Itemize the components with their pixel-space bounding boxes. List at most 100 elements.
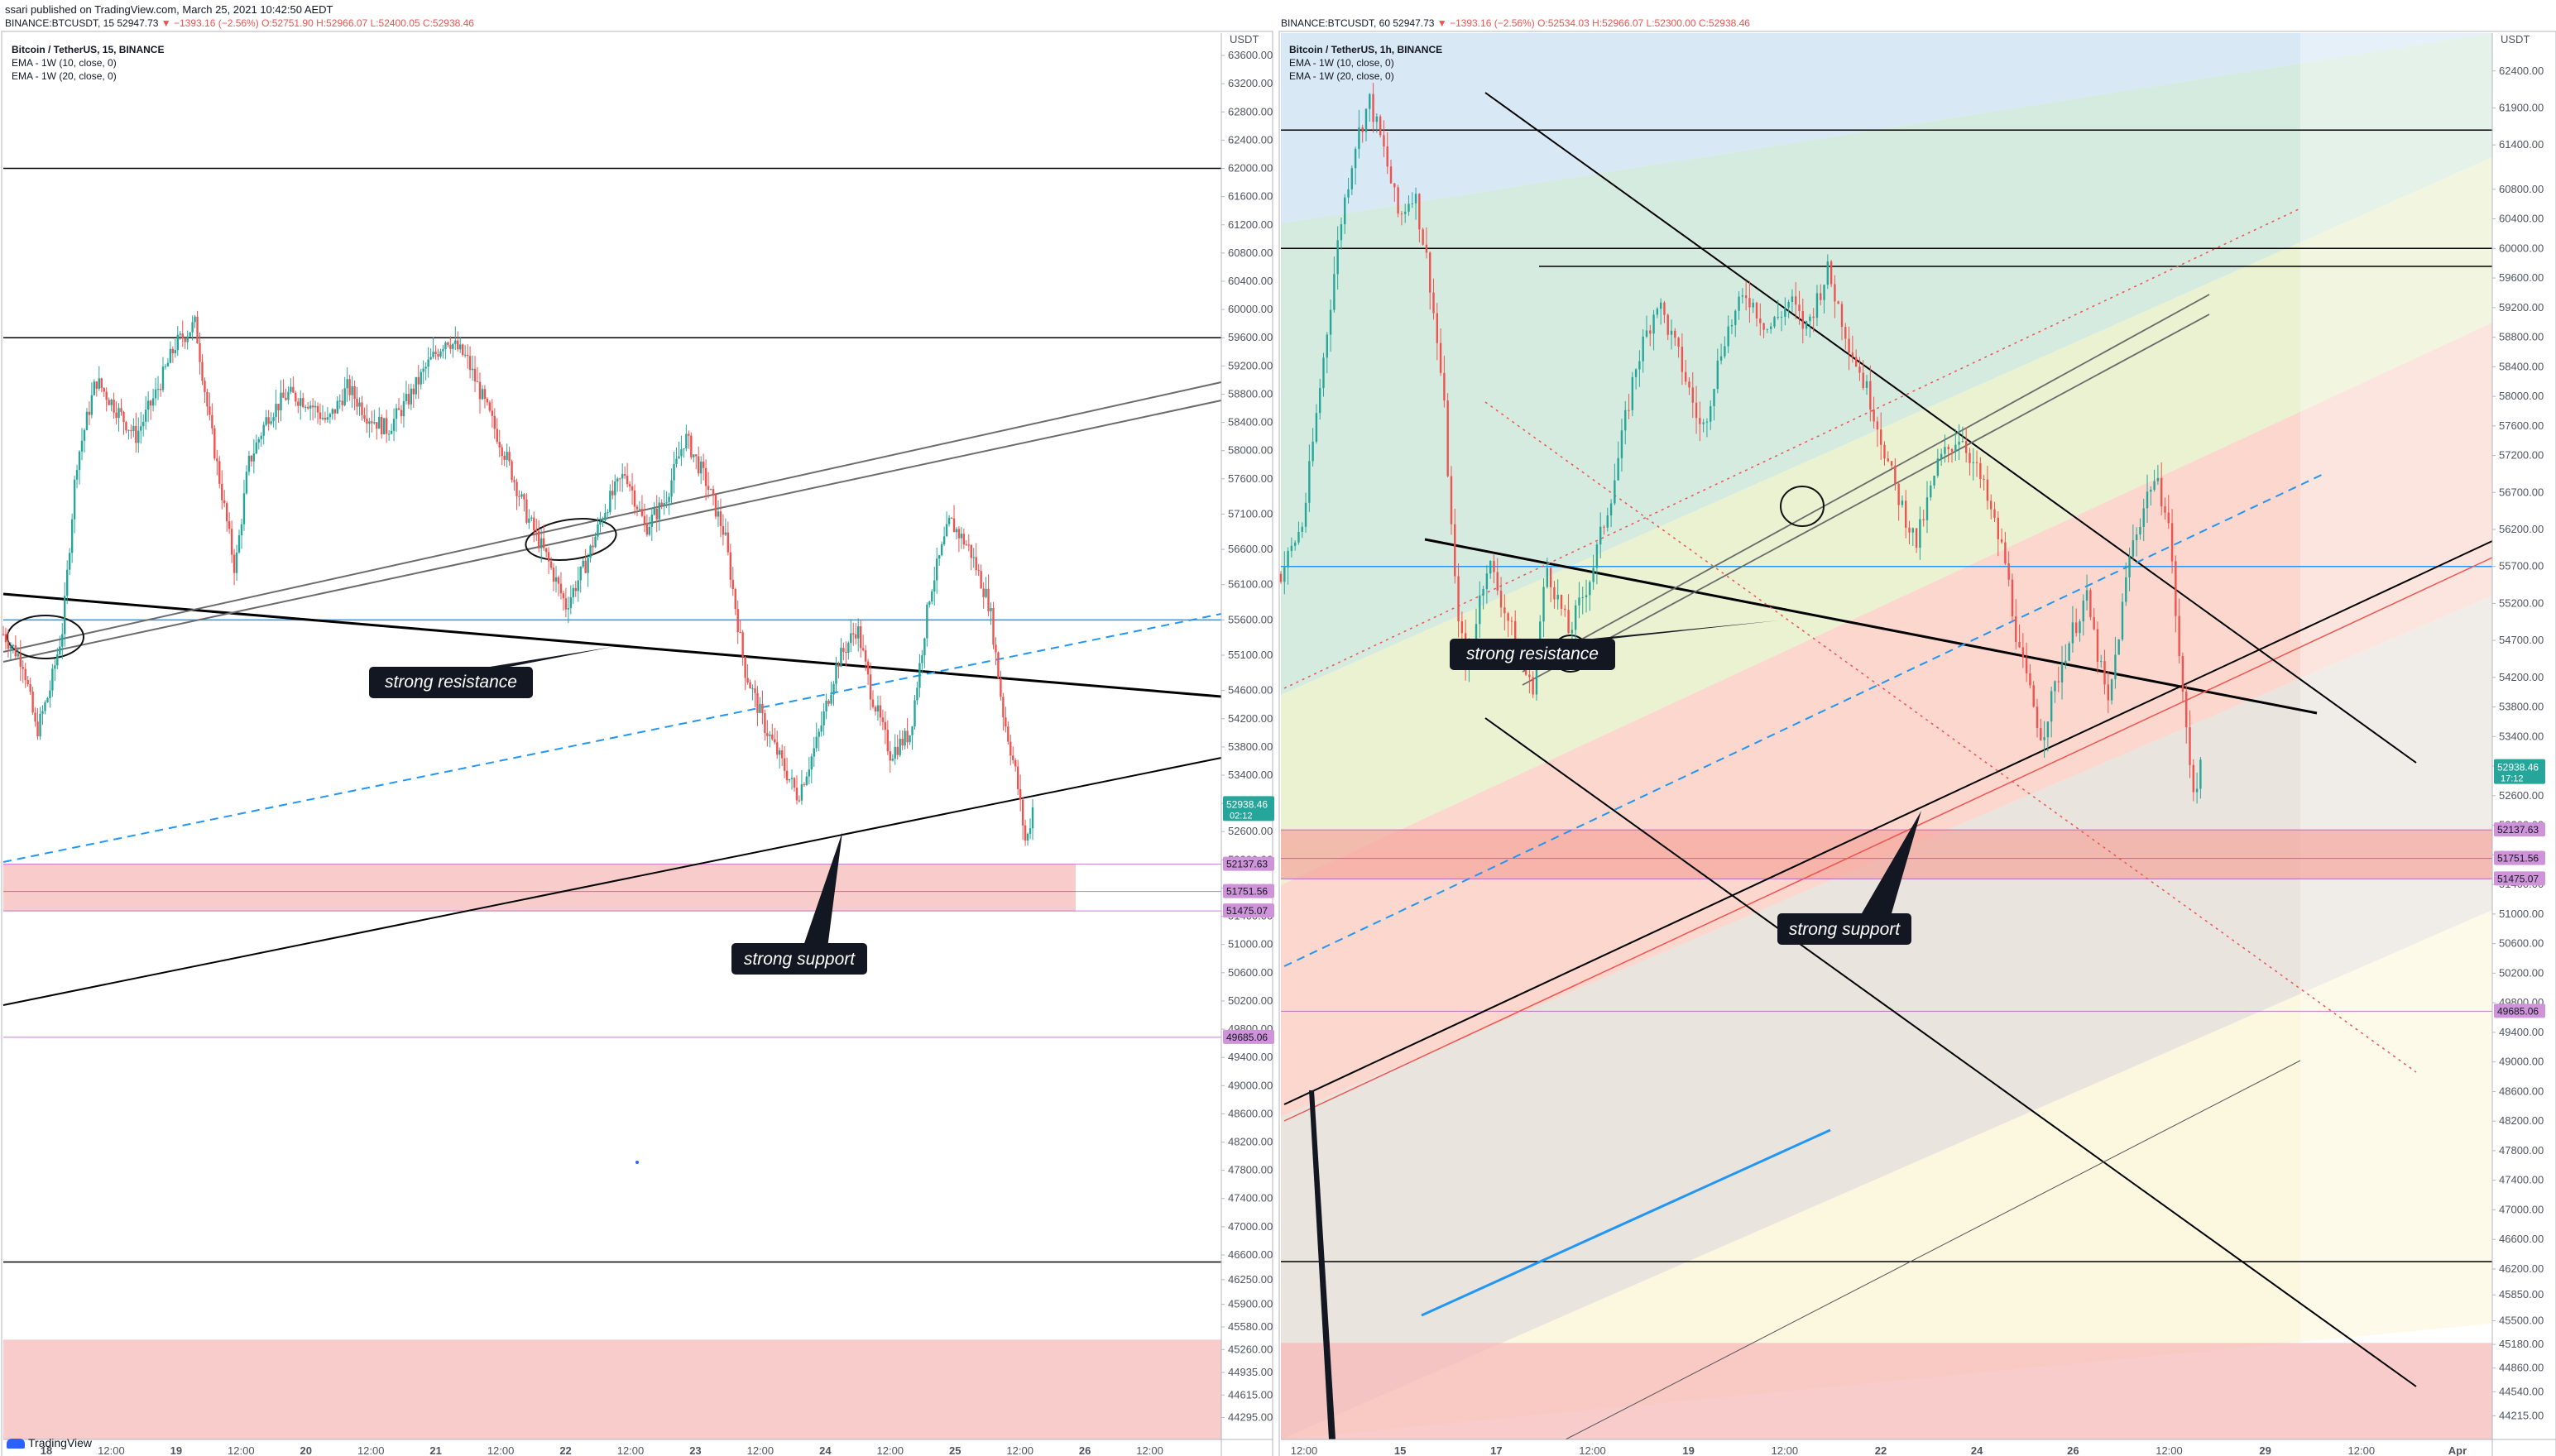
x-tick-label: 26: [1079, 1444, 1091, 1456]
right-chart-axes[interactable]: 62400.00 61900.00 61400.00 60800.00 60400.00…: [1278, 31, 2556, 1456]
candle-body: [1659, 302, 1662, 309]
candle-body: [432, 352, 434, 357]
channel-line-lower: [2, 400, 1222, 663]
right-chart-trendlines[interactable]: [1283, 92, 2493, 1440]
level-price-badge: [2494, 871, 2545, 886]
candle-body: [277, 404, 280, 411]
candle-body: [1812, 316, 1815, 318]
x-tick-label: 12:00: [2156, 1444, 2183, 1456]
lower-channel-line: [1565, 1060, 2301, 1440]
candle-body: [1727, 326, 1729, 347]
candle-body: [1805, 321, 1808, 329]
candle-body: [135, 425, 137, 443]
candle-body: [2110, 679, 2113, 701]
candle-body: [564, 598, 568, 610]
candle-body: [896, 746, 899, 755]
candle-body: [1290, 545, 1293, 551]
y-tick-label: 61400.00: [2499, 138, 2544, 151]
candle-body: [1319, 388, 1321, 414]
panel-border: [1, 31, 1273, 1456]
y-tick-label: 44295.00: [1228, 1411, 1273, 1424]
channel-line: [1522, 314, 2210, 686]
candle-body: [176, 334, 179, 351]
y-tick-label: 56200.00: [2499, 523, 2544, 535]
candle-body: [137, 430, 140, 443]
candle-body: [914, 700, 916, 727]
candle-body: [457, 340, 459, 350]
candle-body: [242, 493, 246, 524]
y-tick-label: 52600.00: [1228, 825, 1273, 837]
candle-body: [1691, 387, 1694, 403]
resistance-trendline: [2, 592, 1222, 698]
candle-body: [466, 354, 469, 357]
left-chart-axes[interactable]: 63600.00 63200.00 62800.00 62400.00 62000.00…: [1, 31, 1274, 1456]
legend-ema-10: EMA - 1W (10, close, 0): [12, 57, 117, 69]
candle-body: [594, 536, 597, 548]
candle-body: [1403, 211, 1407, 214]
right-chart-annotations[interactable]: strong resistance strong support: [1450, 620, 1921, 945]
dashed-trendline: [1283, 472, 2326, 967]
candle-body: [1915, 528, 1918, 548]
candle-body: [1854, 357, 1858, 367]
candle-body: [778, 750, 781, 755]
x-tick-label: 12:00: [487, 1444, 515, 1456]
candle-body: [333, 409, 337, 414]
candle-body: [420, 371, 422, 385]
candle-body: [835, 663, 837, 684]
candle-body: [272, 417, 275, 422]
candle-body: [213, 428, 216, 459]
y-tick-label: 57600.00: [2499, 419, 2544, 432]
candle-body: [1514, 620, 1517, 649]
left-chart-annotations[interactable]: strong resistance strong support: [369, 647, 867, 975]
candle-body: [562, 593, 565, 599]
candle-body: [338, 400, 341, 402]
resistance-trendline: [1424, 538, 2318, 715]
footer-brand[interactable]: TradingView: [7, 1436, 92, 1449]
candle-body: [476, 381, 479, 383]
candle-body: [874, 706, 877, 712]
candle-body: [250, 455, 253, 462]
strong-support-text: strong support: [744, 950, 856, 969]
candle-body: [1016, 766, 1019, 789]
candle-body: [2167, 512, 2170, 524]
candle-body: [761, 703, 764, 714]
candle-body: [1862, 372, 1864, 389]
y-tick-label: 52600.00: [2499, 789, 2544, 802]
descending-trendline-lower: [1484, 717, 2417, 1387]
y-tick-label: 44935.00: [1228, 1366, 1273, 1378]
candle-body: [196, 316, 199, 343]
candle-body: [746, 678, 749, 682]
candle-body: [2050, 691, 2053, 722]
y-tick-label: 58000.00: [1228, 444, 1273, 457]
candle-body: [808, 769, 811, 777]
candle-body: [83, 429, 86, 441]
candle-body: [108, 400, 110, 405]
candle-body: [1969, 453, 1971, 463]
candle-body: [554, 577, 558, 582]
candle-body: [1624, 410, 1627, 431]
candle-body: [2054, 681, 2056, 692]
candle-body: [49, 690, 51, 698]
candle-body: [285, 397, 287, 400]
candle-body: [1719, 356, 1723, 361]
candle-body: [2128, 556, 2131, 577]
candle-body: [1012, 755, 1014, 760]
y-tick-label: 50200.00: [2499, 966, 2544, 979]
candle-body: [93, 381, 96, 395]
y-tick-label: 50200.00: [1228, 994, 1273, 1007]
candle-body: [1287, 550, 1289, 568]
candle-body: [127, 429, 130, 431]
candle-body: [1688, 381, 1690, 388]
candle-body: [331, 409, 334, 414]
candle-body: [1773, 317, 1776, 327]
candle-body: [2, 634, 5, 635]
candle-body: [9, 646, 12, 649]
x-tick-label: 15: [1394, 1444, 1406, 1456]
candle-body: [754, 688, 756, 693]
candle-body: [51, 668, 54, 691]
y-tick-label: 54700.00: [2499, 634, 2544, 646]
y-tick-label: 59200.00: [1228, 359, 1273, 371]
candle-body: [977, 570, 980, 572]
left-chart-trendlines[interactable]: [2, 381, 1222, 1164]
